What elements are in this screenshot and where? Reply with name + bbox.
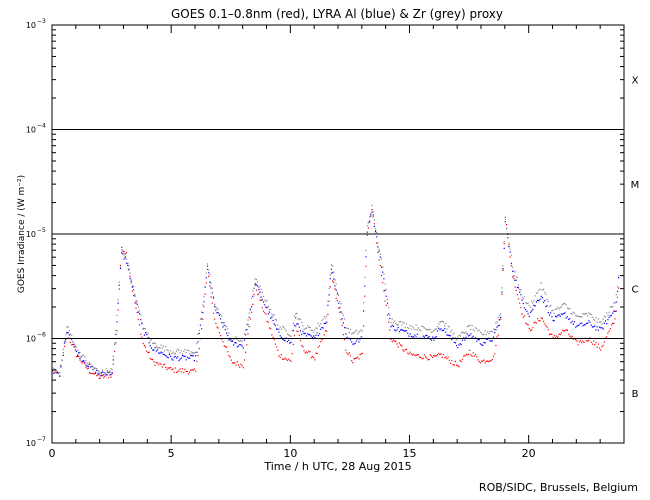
y-tick-exponent: −6 <box>37 332 46 339</box>
series-trace <box>52 211 620 377</box>
series-trace <box>52 209 620 380</box>
flare-class-labels: B C M X <box>631 76 640 401</box>
x-tick-label: 5 <box>168 447 175 460</box>
y-axis-label: GOES Irradiance / (W m⁻²) <box>17 175 27 293</box>
y-tick-exponent: −4 <box>37 123 46 130</box>
flare-class-label: B <box>632 389 639 400</box>
series-goes-0-1-0-8nm <box>52 209 620 380</box>
y-tick-label: 10 <box>26 335 36 344</box>
x-tick-label: 20 <box>522 447 536 460</box>
x-axis-label: Time / h UTC, 28 Aug 2015 <box>263 460 411 473</box>
y-tick-label: 10 <box>26 439 36 448</box>
y-tick-label: 10 <box>26 126 36 135</box>
x-tick-label: 10 <box>283 447 297 460</box>
flare-class-lines <box>52 129 624 339</box>
chart-title: GOES 0.1–0.8nm (red), LYRA Al (blue) & Z… <box>171 7 503 21</box>
flare-class-label: M <box>631 180 640 191</box>
y-tick-label: 10 <box>26 230 36 239</box>
series-layer <box>52 204 620 380</box>
x-tick-label: 15 <box>403 447 417 460</box>
series-lyra-al-proxy <box>52 211 620 377</box>
x-tick-label: 0 <box>49 447 56 460</box>
flare-class-label: X <box>632 76 639 87</box>
y-tick-exponent: −7 <box>37 436 46 443</box>
y-tick-exponent: −5 <box>37 227 46 234</box>
y-tick-exponent: −3 <box>37 18 46 25</box>
y-tick-label: 10 <box>26 21 36 30</box>
credit-text: ROB/SIDC, Brussels, Belgium <box>478 481 638 494</box>
flare-class-label: C <box>632 285 639 296</box>
